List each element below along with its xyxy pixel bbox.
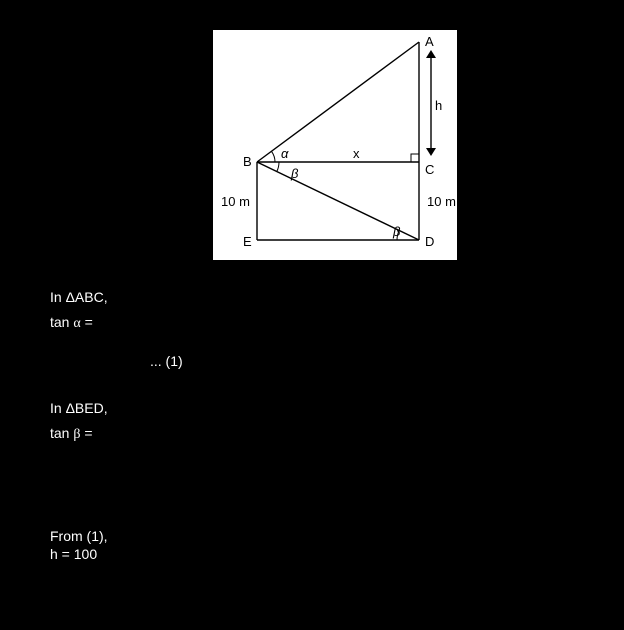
svg-text:E: E <box>243 234 252 249</box>
svg-text:B: B <box>243 154 252 169</box>
text-tan-beta: tan β = <box>50 425 93 444</box>
tan-alpha-suffix: = <box>81 314 93 330</box>
svg-text:D: D <box>425 234 434 249</box>
geometry-diagram: ABCDEαββhx10 m10 m <box>213 30 457 260</box>
svg-text:A: A <box>425 34 434 49</box>
svg-text:α: α <box>281 146 289 161</box>
text-tan-alpha: tan α = <box>50 314 93 333</box>
alpha-symbol: α <box>73 316 80 331</box>
svg-text:x: x <box>353 146 360 161</box>
text-from-1: From (1), <box>50 528 108 545</box>
equation-1-marker: ... (1) <box>150 353 183 370</box>
text-in-abc: In ΔABC, <box>50 289 108 306</box>
svg-text:β: β <box>392 224 401 239</box>
tan-beta-suffix: = <box>80 425 92 441</box>
tan-beta-prefix: tan <box>50 425 73 441</box>
svg-text:C: C <box>425 162 434 177</box>
svg-text:10 m: 10 m <box>427 194 456 209</box>
text-h-100: h = 100 <box>50 546 97 563</box>
svg-text:β: β <box>290 166 299 181</box>
svg-text:10 m: 10 m <box>221 194 250 209</box>
svg-text:h: h <box>435 98 442 113</box>
tan-alpha-prefix: tan <box>50 314 73 330</box>
text-in-bed: In ΔBED, <box>50 400 108 417</box>
diagram-svg: ABCDEαββhx10 m10 m <box>213 30 457 260</box>
